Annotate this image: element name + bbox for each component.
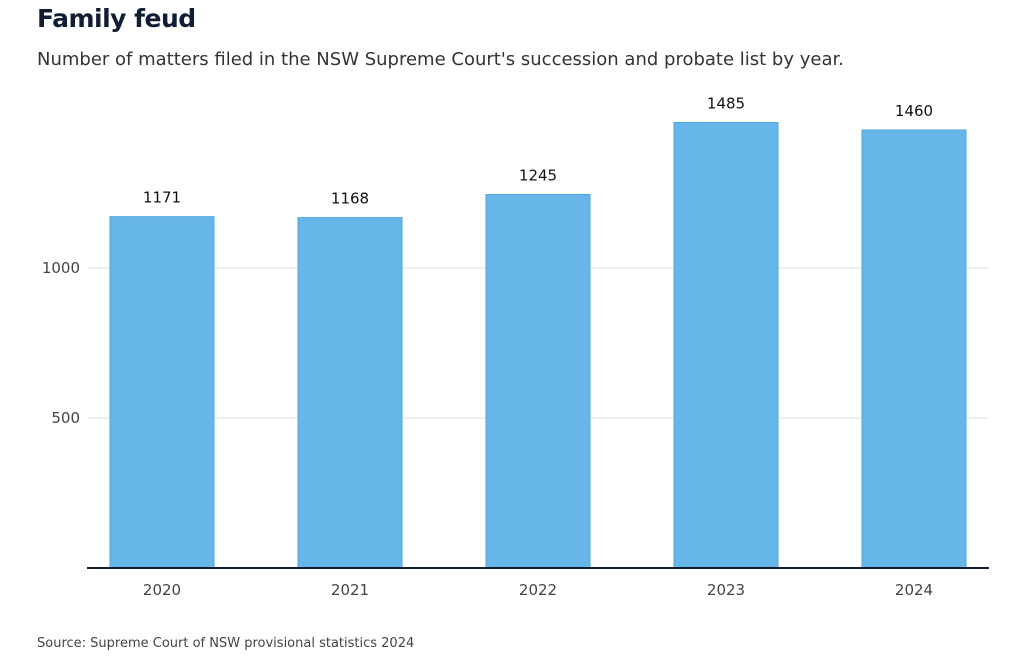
x-tick-label: 2021	[331, 581, 369, 599]
bar-2024	[861, 129, 967, 569]
x-axis-ticks: 2020 2021 2022 2023 2024	[143, 581, 933, 599]
data-labels: 1171 1168 1245 1485 1460	[143, 95, 933, 208]
data-label: 1171	[143, 189, 181, 207]
x-tick-label: 2023	[707, 581, 745, 599]
bar-2023	[673, 122, 779, 569]
bar-2021	[297, 217, 403, 569]
bar-2022	[485, 194, 591, 569]
y-axis-ticks: 500 1000	[42, 259, 80, 427]
data-label: 1168	[331, 190, 369, 208]
chart-subtitle: Number of matters filed in the NSW Supre…	[37, 49, 844, 70]
data-label: 1485	[707, 95, 745, 113]
x-tick-label: 2024	[895, 581, 933, 599]
data-label: 1245	[519, 167, 557, 185]
bar-2020	[109, 216, 215, 569]
y-tick-label: 500	[51, 409, 80, 427]
data-label: 1460	[895, 102, 933, 120]
y-tick-label: 1000	[42, 259, 80, 277]
source-note: Source: Supreme Court of NSW provisional…	[37, 636, 415, 651]
bars	[109, 122, 967, 569]
x-tick-label: 2020	[143, 581, 181, 599]
chart-title: Family feud	[37, 4, 196, 33]
x-tick-label: 2022	[519, 581, 557, 599]
